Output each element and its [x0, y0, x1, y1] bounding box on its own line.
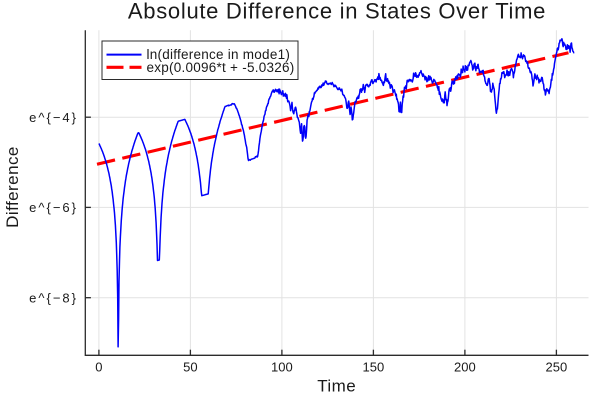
svg-text:100: 100	[271, 360, 293, 375]
svg-text:e^{−8}: e^{−8}	[29, 290, 78, 305]
svg-text:50: 50	[183, 360, 197, 375]
svg-text:Time: Time	[317, 377, 356, 396]
svg-text:250: 250	[546, 360, 568, 375]
svg-text:Absolute Difference in States: Absolute Difference in States Over Time	[128, 0, 546, 24]
svg-text:0: 0	[95, 360, 102, 375]
svg-text:200: 200	[454, 360, 476, 375]
svg-text:150: 150	[363, 360, 385, 375]
svg-text:ln(difference in mode1): ln(difference in mode1)	[147, 47, 291, 62]
svg-text:exp(0.0096*t + -5.0326): exp(0.0096*t + -5.0326)	[147, 60, 295, 75]
svg-text:Difference: Difference	[3, 146, 22, 228]
svg-text:e^{−6}: e^{−6}	[29, 200, 78, 215]
svg-text:e^{−4}: e^{−4}	[29, 110, 78, 125]
